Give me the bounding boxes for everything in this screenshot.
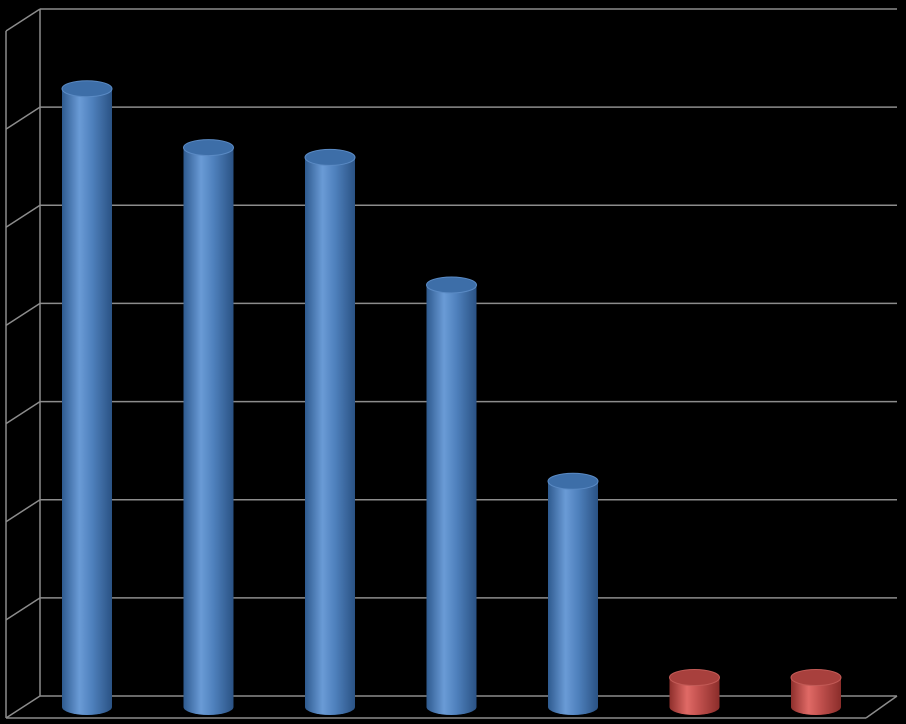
gridline-side <box>5 400 41 425</box>
bar-cap <box>61 80 113 98</box>
bars <box>61 80 842 716</box>
bar-body <box>548 481 598 715</box>
bar <box>547 472 599 715</box>
bar <box>790 669 842 715</box>
bar <box>61 80 113 715</box>
gridline-side <box>5 499 41 523</box>
bar-cap <box>547 472 599 490</box>
bar-body <box>305 157 355 715</box>
bar-body <box>669 677 720 715</box>
gridline-side <box>5 8 41 32</box>
bar-body <box>62 88 112 715</box>
gridline-side <box>5 695 41 719</box>
bar-body <box>183 147 234 716</box>
bar <box>426 276 477 715</box>
bar-cap <box>669 669 720 687</box>
bar <box>304 148 356 715</box>
bar-body <box>791 677 841 715</box>
floor-right-edge <box>865 695 898 719</box>
bar-body <box>426 284 477 715</box>
gridline-side <box>5 597 41 621</box>
bar-cap <box>304 148 356 166</box>
gridline-side <box>5 204 41 228</box>
bar <box>669 669 720 715</box>
bar-cap <box>183 139 234 157</box>
gridline-side <box>5 302 41 327</box>
gridline-side <box>5 106 41 130</box>
bar <box>183 139 234 716</box>
bar-cap <box>426 276 477 294</box>
bar-cap <box>790 669 842 687</box>
